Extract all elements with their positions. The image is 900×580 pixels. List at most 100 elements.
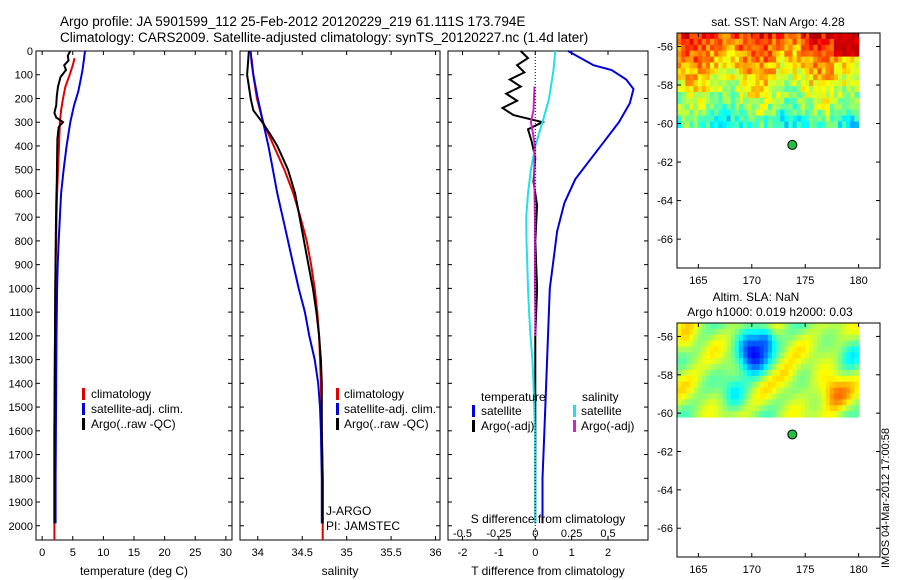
heatmap-cell: [837, 103, 843, 111]
x-tick-label: 0: [39, 547, 45, 559]
heatmap-cell: [701, 74, 707, 81]
heatmap-cell: [697, 62, 703, 69]
x-tick-label: -1: [494, 547, 504, 559]
heatmap-cell: [829, 56, 835, 64]
heatmap-cell: [726, 346, 732, 353]
heatmap-cell: [813, 103, 818, 111]
heatmap-cell: [685, 375, 690, 383]
heatmap-cell: [697, 364, 703, 371]
heatmap-cell: [821, 74, 827, 81]
heatmap-cell: [751, 91, 757, 99]
heatmap-cell: [722, 109, 728, 117]
heatmap-cell: [780, 411, 785, 418]
heatmap-cell: [813, 44, 818, 52]
heatmap-cell: [821, 358, 827, 365]
heatmap-cell: [771, 56, 777, 64]
heatmap-cell: [846, 38, 851, 46]
heatmap-cell: [705, 369, 711, 377]
heatmap-cell: [804, 68, 810, 75]
heatmap-cell: [743, 340, 748, 348]
heatmap-cell: [800, 33, 806, 40]
heatmap-cell: [718, 80, 724, 87]
heatmap-cell: [846, 86, 851, 93]
heatmap-cell: [697, 109, 703, 117]
heatmap-cell: [850, 375, 856, 383]
heatmap-cell: [817, 68, 823, 75]
heatmap-cell: [809, 328, 814, 336]
heatmap-cell: [697, 340, 703, 348]
heatmap-cell: [701, 56, 707, 64]
heatmap-cell: [821, 387, 827, 395]
heatmap-cell: [730, 340, 736, 348]
heatmap-cell: [722, 364, 728, 371]
heatmap-cell: [854, 56, 860, 64]
heatmap-cell: [771, 97, 777, 105]
heatmap-cell: [804, 358, 810, 365]
heatmap-cell: [743, 411, 748, 418]
heatmap-cell: [804, 328, 810, 336]
heatmap-cell: [837, 44, 843, 52]
heatmap-cell: [738, 375, 744, 383]
heatmap-cell: [734, 399, 740, 406]
heatmap-cell: [846, 411, 851, 418]
heatmap-cell: [767, 375, 773, 383]
heatmap-cell: [767, 381, 773, 389]
heatmap-cell: [738, 33, 744, 40]
heatmap-cell: [693, 86, 699, 93]
heatmap-cell: [751, 50, 757, 58]
heatmap-cell: [701, 346, 707, 353]
heatmap-cell: [681, 393, 686, 400]
heatmap-cell: [837, 86, 843, 93]
y-tick-label: 500: [15, 165, 33, 177]
heatmap-cell: [788, 91, 794, 99]
heatmap-cell: [718, 121, 724, 128]
heatmap-cell: [730, 121, 736, 128]
heatmap-cell: [846, 387, 851, 395]
heatmap-cell: [846, 97, 851, 105]
heatmap-cell: [825, 33, 831, 40]
heatmap-cell: [842, 323, 847, 330]
heatmap-cell: [817, 340, 823, 348]
heatmap-cell: [755, 346, 761, 353]
heatmap-cell: [788, 62, 794, 69]
heatmap-cell: [701, 405, 707, 412]
heatmap-cell: [796, 399, 802, 406]
heatmap-cell: [850, 405, 856, 412]
heatmap-cell: [726, 44, 732, 52]
heatmap-cell: [776, 86, 781, 93]
heatmap-cell: [755, 411, 761, 418]
heatmap-cell: [755, 80, 761, 87]
x-tick-label: 36: [429, 547, 441, 559]
s-tick-label: 0.25: [561, 528, 582, 540]
heatmap-cell: [809, 381, 814, 389]
heatmap-cell: [804, 56, 810, 64]
heatmap-cell: [829, 103, 835, 111]
heatmap-cell: [784, 33, 790, 40]
heatmap-cell: [850, 103, 856, 111]
heatmap-cell: [685, 405, 690, 412]
heatmap-cell: [730, 86, 736, 93]
x-axis-label: T difference from climatology: [471, 564, 625, 578]
heatmap-cell: [759, 109, 765, 117]
heatmap-cell: [800, 91, 806, 99]
heatmap-cell: [759, 352, 765, 359]
heatmap-cell: [747, 399, 752, 406]
heatmap-cell: [751, 109, 757, 117]
heatmap-cell: [759, 56, 765, 64]
heatmap-cell: [681, 56, 686, 64]
heatmap-cell: [755, 74, 761, 81]
heatmap-cell: [767, 50, 773, 58]
heatmap-cell: [788, 364, 794, 371]
legend-swatch: [472, 405, 475, 417]
heatmap-cell: [734, 328, 740, 336]
heatmap-cell: [800, 393, 806, 400]
heatmap-cell: [780, 328, 785, 336]
heatmap-cell: [784, 115, 790, 123]
heatmap-cell: [788, 340, 794, 348]
heatmap-cell: [718, 375, 724, 383]
heatmap-cell: [796, 369, 802, 377]
heatmap-cell: [734, 393, 740, 400]
heatmap-cell: [825, 80, 831, 87]
heatmap-cell: [689, 80, 695, 87]
